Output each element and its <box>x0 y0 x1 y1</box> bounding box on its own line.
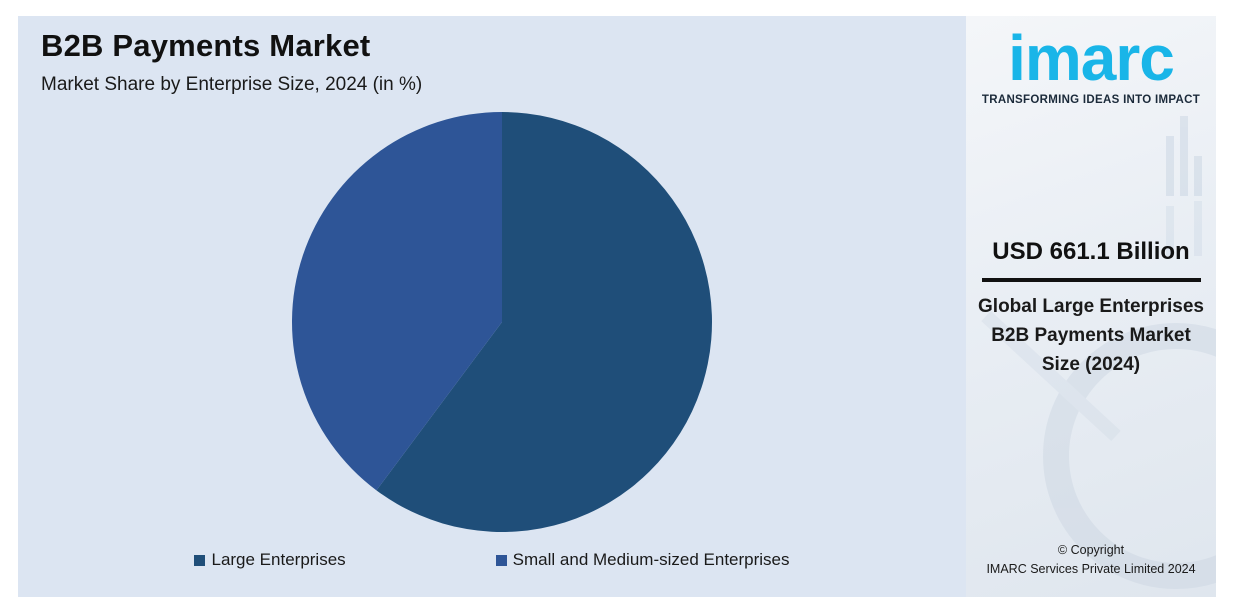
chart-title: B2B Payments Market <box>41 28 371 63</box>
legend-label-sme: Small and Medium-sized Enterprises <box>512 550 790 569</box>
pie-chart <box>291 112 712 532</box>
kpi-label: Global Large Enterprises B2B Payments Ma… <box>978 296 1204 375</box>
legend-item-large-enterprises: Large Enterprises <box>194 550 346 570</box>
legend-item-sme: Small and Medium-sized Enterprises <box>495 550 790 570</box>
legend-swatch-sme <box>495 554 507 566</box>
decorative-background <box>981 116 1216 589</box>
chart-panel: B2B Payments Market Market Share by Ente… <box>18 16 966 597</box>
legend-swatch-large-enterprises <box>194 554 206 566</box>
info-sidebar: imarc TRANSFORMING IDEAS INTO IMPACT USD… <box>966 16 1216 597</box>
chart-legend: Large Enterprises Small and Medium-sized… <box>18 549 966 571</box>
kpi-value: USD 661.1 Billion <box>992 238 1190 265</box>
logo-tagline: TRANSFORMING IDEAS INTO IMPACT <box>981 94 1201 106</box>
copyright-line-1: © Copyright <box>1057 543 1125 557</box>
pie-slice-large-enterprises <box>376 112 712 532</box>
logo-text: imarc <box>1008 22 1175 94</box>
copyright: © Copyright IMARC Services Private Limit… <box>966 541 1216 579</box>
copyright-line-2: IMARC Services Private Limited 2024 <box>986 562 1196 576</box>
pie-slice-small-and-medium-sized-enterprises <box>291 112 502 491</box>
chart-subtitle: Market Share by Enterprise Size, 2024 (i… <box>41 74 423 95</box>
imarc-logo: imarc TRANSFORMING IDEAS INTO IMPACT <box>966 26 1216 106</box>
kpi-divider <box>982 278 1201 282</box>
legend-label-large-enterprises: Large Enterprises <box>211 550 346 569</box>
